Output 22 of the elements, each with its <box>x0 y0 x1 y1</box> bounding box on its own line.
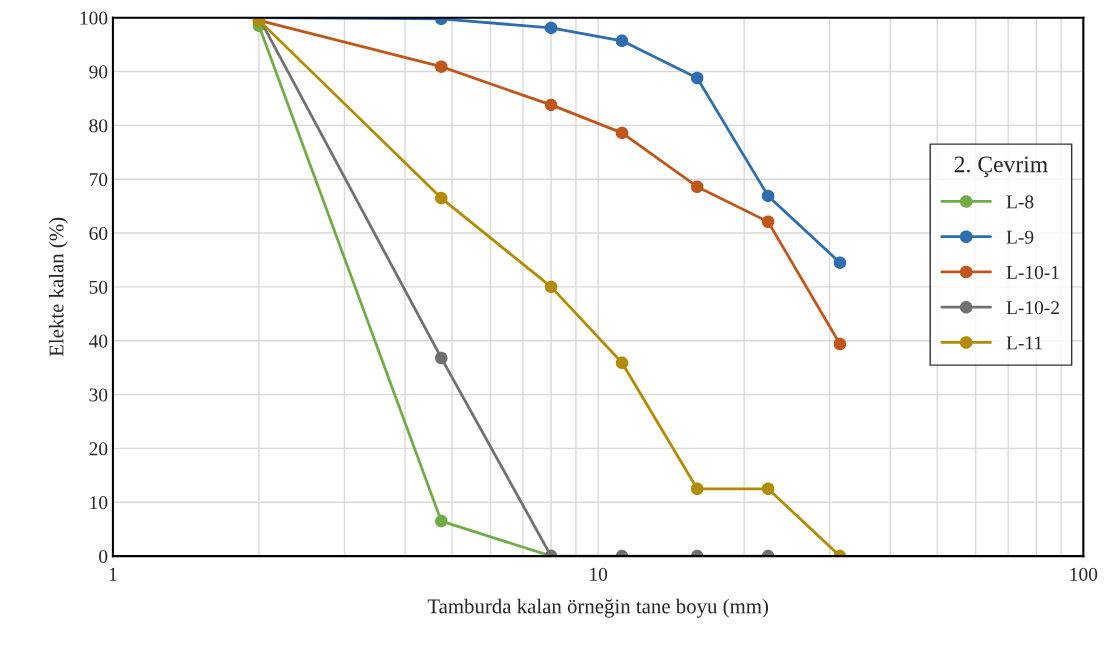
y-tick-label: 60 <box>89 226 108 240</box>
y-tick-label: 0 <box>99 549 108 564</box>
x-tick-label: 10 <box>590 567 608 581</box>
x-tick-label: 1 <box>109 567 117 581</box>
legend-label: L-10-1 <box>1006 265 1059 279</box>
y-tick-label: 80 <box>89 119 108 133</box>
y-tick-label: 30 <box>89 388 108 402</box>
x-tick-label: 100 <box>1070 567 1098 581</box>
legend-label: L-11 <box>1006 336 1042 350</box>
y-tick-label: 10 <box>90 496 108 510</box>
legend-label: L-8 <box>1006 195 1034 209</box>
legend-title: 2. Çevrim <box>954 156 1048 178</box>
y-tick-label: 50 <box>89 280 108 294</box>
legend-label: L-10-2 <box>1006 301 1059 315</box>
y-axis-title: Elekte kalan (%) <box>48 217 68 357</box>
y-tick-label: 20 <box>89 442 108 456</box>
x-axis-title: Tamburda kalan örneğin tane boyu (mm) <box>427 598 769 618</box>
y-tick-label: 90 <box>89 65 108 79</box>
legend-label: L-9 <box>1006 230 1034 244</box>
y-tick-label: 100 <box>80 11 108 25</box>
y-tick-label: 40 <box>88 334 108 348</box>
y-tick-label: 70 <box>89 173 108 187</box>
